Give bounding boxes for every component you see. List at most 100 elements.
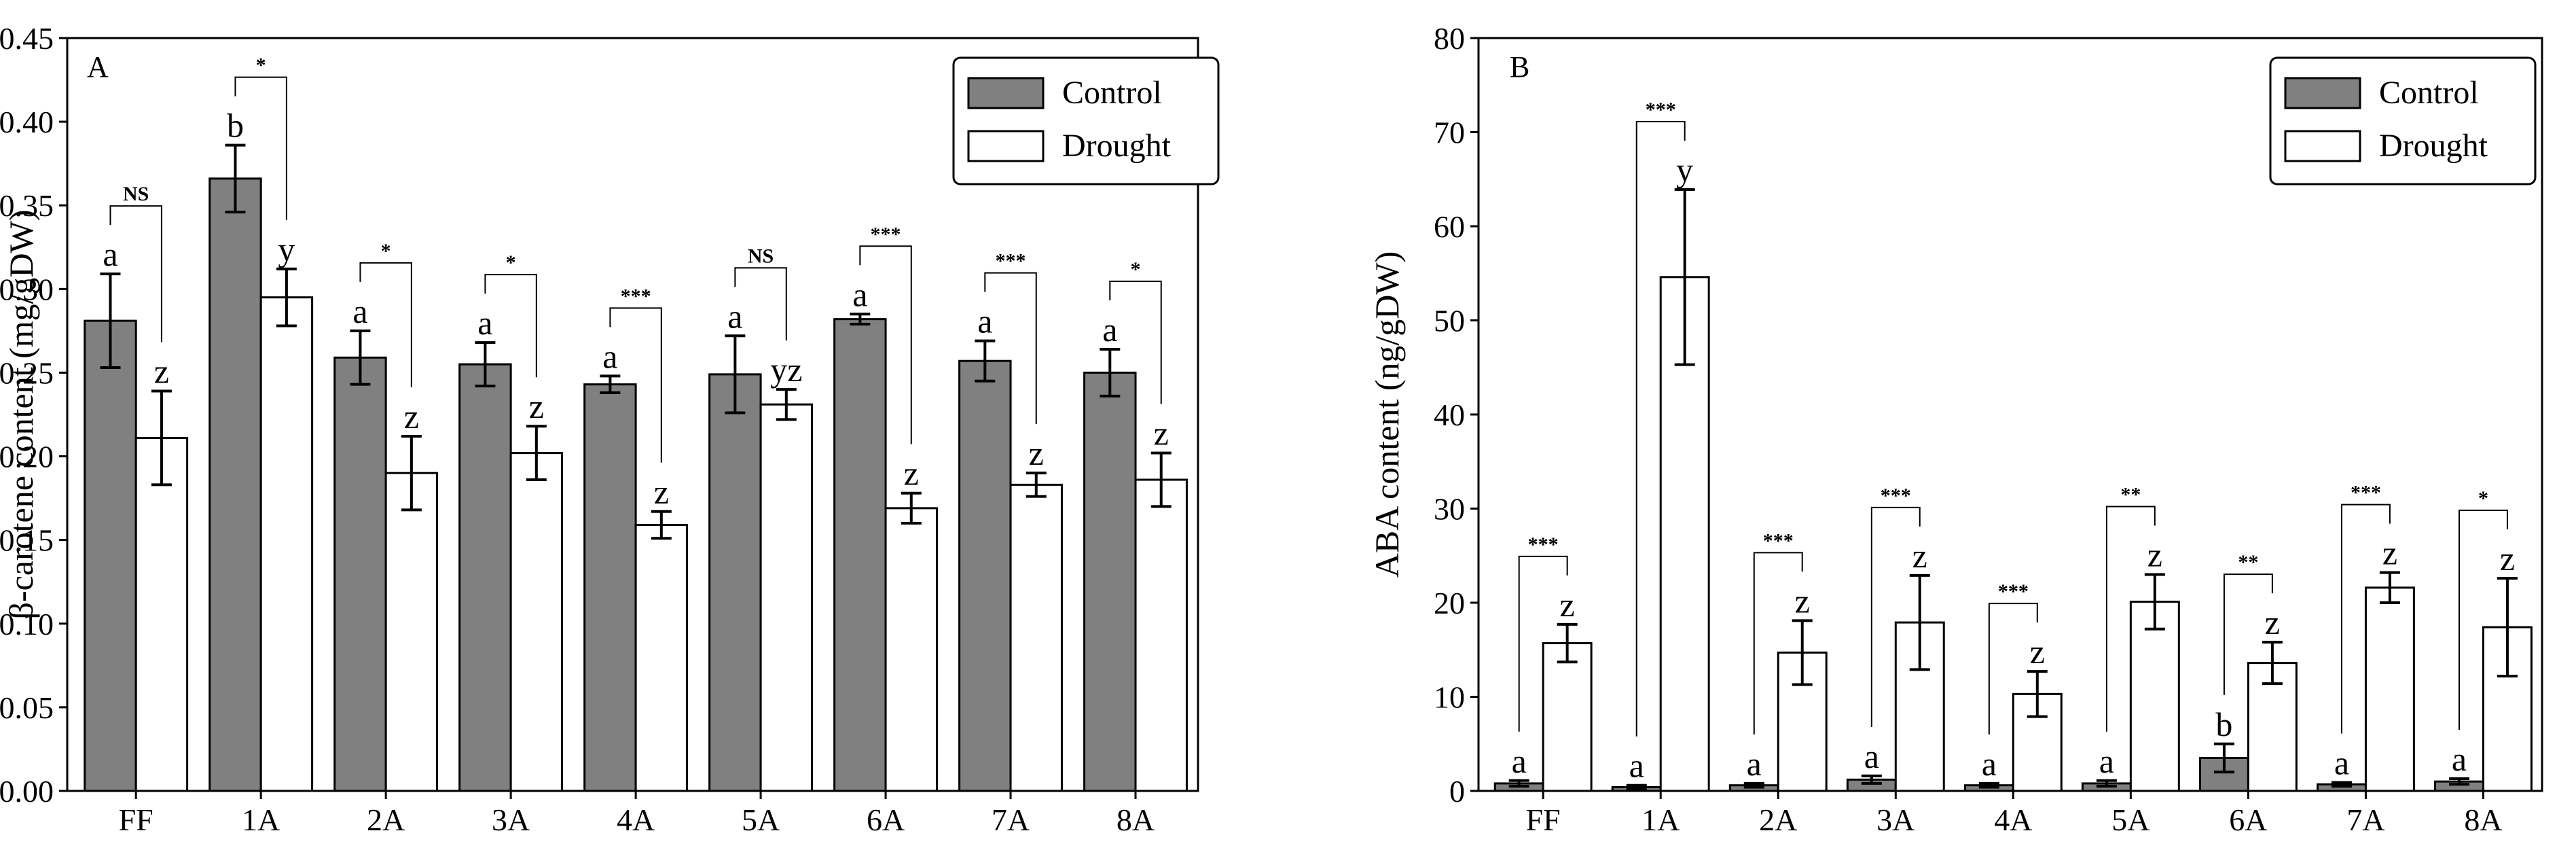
significance-label: NS xyxy=(748,245,774,267)
y-tick-label: 20 xyxy=(1434,586,1465,620)
group-letter-drought: z xyxy=(1029,434,1044,472)
y-tick-label: 30 xyxy=(1434,492,1465,527)
x-tick-label: 8A xyxy=(1117,802,1155,837)
group-letter-drought: yz xyxy=(770,351,802,389)
significance-bracket xyxy=(234,76,287,220)
group-letter-control: a xyxy=(103,235,117,273)
significance-label: *** xyxy=(1763,529,1794,552)
y-tick-label: 0.45 xyxy=(0,21,54,56)
group-letter-control: a xyxy=(1747,745,1762,783)
x-tick-label: 7A xyxy=(2346,802,2384,837)
legend-swatch-control xyxy=(967,77,1045,109)
significance-label: *** xyxy=(2351,482,2381,504)
significance-bracket xyxy=(1109,280,1162,404)
group-letter-drought: y xyxy=(1676,151,1693,189)
y-tick-label: 0 xyxy=(1449,774,1465,809)
group-letter-control: a xyxy=(602,337,617,375)
group-letter-control: a xyxy=(477,304,492,342)
significance-label: *** xyxy=(1646,99,1676,121)
x-tick-label: 4A xyxy=(1994,802,2032,837)
group-letter-control: a xyxy=(1512,742,1527,780)
significance-bracket xyxy=(1753,552,1803,735)
bar-drought xyxy=(134,436,189,792)
significance-bracket xyxy=(1635,120,1686,737)
x-tick-label: 6A xyxy=(2229,802,2267,837)
y-tick-label: 50 xyxy=(1434,304,1465,338)
bar-drought xyxy=(884,507,938,792)
significance-bracket xyxy=(359,262,412,388)
bar-control xyxy=(333,356,387,792)
group-letter-drought: z xyxy=(2265,603,2280,641)
x-tick-label: 1A xyxy=(1641,802,1680,837)
y-tick-label: 0.30 xyxy=(0,272,54,306)
legend-swatch-drought xyxy=(967,130,1045,162)
panel-label: B xyxy=(1510,50,1529,84)
panel-label: A xyxy=(87,50,109,84)
bar-drought xyxy=(509,452,564,792)
significance-bracket xyxy=(2223,573,2273,695)
significance-label: *** xyxy=(1528,533,1559,556)
bar-control xyxy=(583,383,637,792)
group-letter-drought: z xyxy=(404,398,419,436)
group-letter-drought: z xyxy=(1154,414,1169,453)
bar-control xyxy=(84,319,137,792)
x-tick-label: FF xyxy=(119,802,153,837)
group-letter-drought: z xyxy=(2030,633,2045,671)
significance-bracket xyxy=(1870,506,1921,727)
x-tick-label: 4A xyxy=(617,802,655,837)
x-tick-label: 7A xyxy=(992,802,1030,837)
y-tick-label: 70 xyxy=(1434,116,1465,150)
group-letter-control: a xyxy=(1629,747,1644,785)
y-tick-label: 60 xyxy=(1434,209,1465,244)
significance-bracket xyxy=(2340,504,2391,734)
significance-label: *** xyxy=(996,250,1026,272)
x-tick-label: 6A xyxy=(867,802,905,837)
bar-control xyxy=(708,373,762,792)
bar-control xyxy=(1083,371,1137,792)
bar-drought xyxy=(2247,662,2298,792)
group-letter-drought: y xyxy=(278,230,295,268)
bar-drought xyxy=(259,296,314,792)
panel-a-beta-carotene-chart: 0.00 0.05 0.10 0.15 0.20 0.25 0.30 0.35 0.40 0.45… xyxy=(0,21,1220,837)
group-letter-drought: z xyxy=(1912,537,1927,575)
x-tick-label: 3A xyxy=(492,802,530,837)
bar-drought xyxy=(759,403,814,792)
legend-label-drought: Drought xyxy=(1062,128,1172,164)
bar-drought xyxy=(1542,642,1593,792)
group-letter-control: a xyxy=(977,302,992,340)
significance-bracket xyxy=(859,245,912,444)
bar-control xyxy=(458,363,512,792)
group-letter-drought: z xyxy=(904,455,919,493)
significance-label: * xyxy=(506,251,516,274)
bar-drought xyxy=(634,524,689,792)
legend-swatch-control xyxy=(2284,77,2361,109)
group-letter-drought: z xyxy=(1560,586,1575,624)
panel-b-aba-chart: 0 10 20 30 40 50 60 70 80 ABA content (ng/gDW) B FF… xyxy=(1368,21,2543,837)
x-tick-label: 5A xyxy=(742,802,780,837)
y-tick-label: 10 xyxy=(1434,680,1465,715)
significance-label: *** xyxy=(621,285,651,307)
significance-bracket xyxy=(609,307,662,463)
group-letter-control: a xyxy=(2099,742,2114,780)
y-axis-title: ABA content (ng/gDW) xyxy=(1368,251,1406,578)
x-tick-label: 2A xyxy=(1759,802,1797,837)
bar-drought xyxy=(1659,276,1710,792)
y-tick-label: 80 xyxy=(1434,21,1465,56)
group-letter-control: a xyxy=(1102,311,1117,349)
significance-label: * xyxy=(1131,258,1141,281)
significance-label: ** xyxy=(2120,483,2141,506)
significance-label: * xyxy=(256,54,266,77)
legend: Control Drought xyxy=(2269,56,2537,186)
bar-drought xyxy=(2129,601,2180,792)
group-letter-drought: z xyxy=(2500,540,2515,578)
bar-drought xyxy=(1009,483,1063,792)
bar-control xyxy=(958,359,1012,792)
group-letter-control: a xyxy=(1982,745,1997,783)
bar-control xyxy=(208,177,262,792)
legend-label-drought: Drought xyxy=(2379,128,2488,164)
significance-bracket xyxy=(1988,603,2038,735)
significance-label: * xyxy=(2478,487,2488,510)
y-tick-label: 0.25 xyxy=(0,355,54,390)
significance-bracket xyxy=(2105,506,2156,732)
